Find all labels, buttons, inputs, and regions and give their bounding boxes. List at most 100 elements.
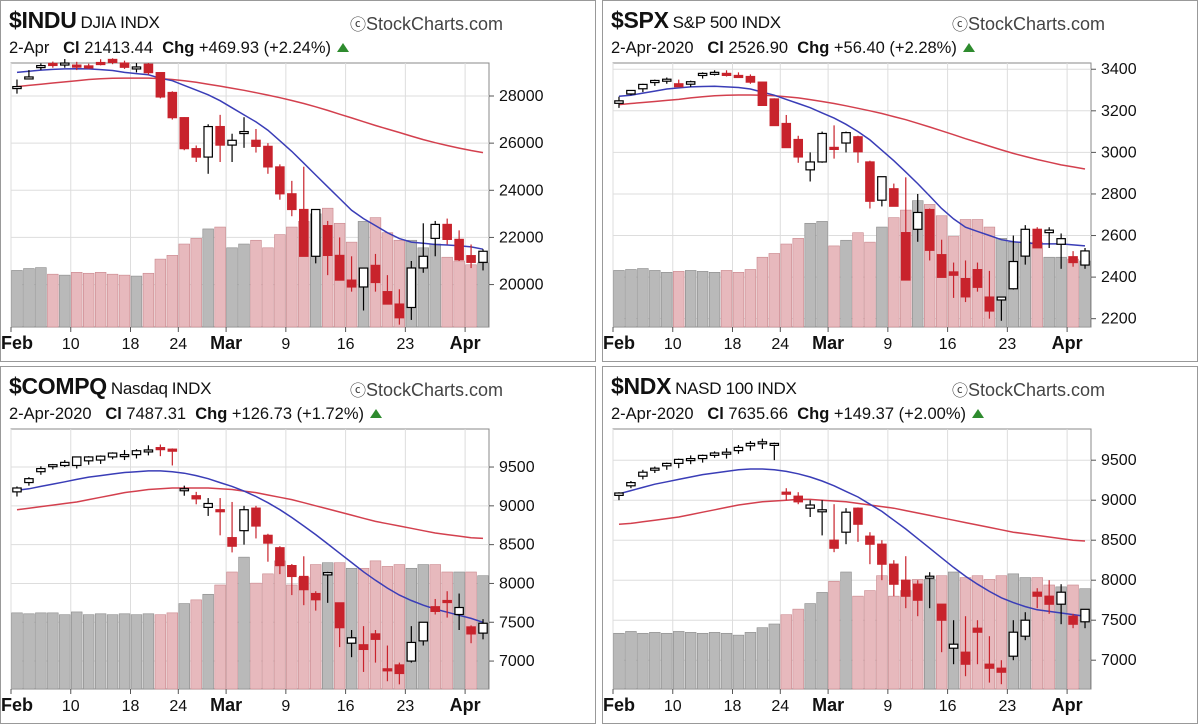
chart-panel-indu[interactable]: $INDU DJIA INDX ⓒStockCharts.com 2-Apr Cl 21… bbox=[0, 0, 596, 362]
chart-panel-compq[interactable]: $COMPQ Nasdaq INDX ⓒStockCharts.com 2-Apr-20… bbox=[0, 366, 596, 724]
candlestick bbox=[478, 249, 488, 271]
candlestick bbox=[924, 572, 935, 609]
up-arrow-icon bbox=[972, 409, 985, 418]
volume-bar bbox=[720, 270, 733, 328]
candle-body bbox=[179, 488, 190, 492]
candlestick bbox=[972, 620, 983, 665]
candlestick bbox=[382, 275, 393, 305]
y-tick-label: 3000 bbox=[1101, 144, 1137, 161]
price-chart-svg[interactable]: 2200 2400 2600 2800 3000 3200 3400 Feb 10 18 24 Mar… bbox=[603, 1, 1197, 361]
candlestick bbox=[442, 218, 452, 245]
volume-bar bbox=[214, 226, 226, 328]
price-chart-svg[interactable]: 7000 7500 8000 8500 9000 9500 Feb 10 18 24 Mar 9 16 2… bbox=[603, 367, 1197, 723]
volume-bar bbox=[780, 243, 792, 328]
candlestick bbox=[430, 598, 441, 615]
chart-header: $NDX NASD 100 INDX ⓒStockCharts.com 2-Apr-20… bbox=[603, 367, 1197, 427]
volume-bar bbox=[613, 270, 625, 328]
x-tick-label: 18 bbox=[122, 336, 140, 353]
chart-panel-ndx[interactable]: $NDX NASD 100 INDX ⓒStockCharts.com 2-Apr-20… bbox=[602, 366, 1198, 724]
candlestick bbox=[769, 442, 780, 461]
candlestick bbox=[1068, 613, 1078, 629]
candle-body bbox=[310, 592, 321, 601]
candlestick bbox=[155, 72, 166, 99]
x-axis: Feb 10 18 24 Mar 9 16 23 Apr bbox=[1, 689, 481, 715]
x-tick-label: Apr bbox=[450, 333, 481, 353]
candlestick bbox=[1080, 248, 1090, 269]
candlestick bbox=[1056, 233, 1066, 269]
quote-date: 2-Apr bbox=[9, 39, 50, 57]
candlestick bbox=[298, 166, 309, 257]
candlestick bbox=[107, 452, 118, 460]
candlestick bbox=[661, 77, 672, 84]
volume-bar bbox=[321, 562, 334, 690]
volume-bar bbox=[130, 275, 143, 328]
quote-line: 2-Apr-2020 Cl 7635.66 Chg +149.37 (+2.00… bbox=[611, 405, 985, 424]
candle-body bbox=[889, 563, 899, 585]
symbol: $SPX bbox=[611, 7, 669, 33]
volume-bar bbox=[816, 592, 828, 690]
volume-bar bbox=[816, 221, 828, 328]
volume-bar bbox=[441, 571, 453, 690]
candlestick bbox=[709, 70, 720, 76]
candle-body bbox=[697, 72, 708, 77]
volume-bar bbox=[1031, 241, 1043, 328]
candlestick bbox=[382, 645, 393, 682]
y-tick-label: 2600 bbox=[1101, 228, 1137, 245]
x-tick-label: 9 bbox=[281, 698, 290, 715]
candlestick bbox=[1032, 588, 1043, 609]
brand-label: StockCharts.com bbox=[365, 14, 503, 34]
candle-body bbox=[1032, 228, 1043, 249]
candlestick bbox=[685, 80, 696, 87]
candlestick bbox=[1044, 580, 1054, 614]
volume-bar bbox=[11, 612, 23, 690]
candle-body bbox=[59, 62, 70, 66]
volume-bar bbox=[82, 614, 95, 690]
candlestick bbox=[1020, 612, 1031, 641]
candle-body bbox=[626, 89, 636, 95]
candle-body bbox=[984, 663, 995, 669]
candle-body bbox=[1068, 256, 1078, 264]
volume-bar bbox=[696, 632, 709, 690]
candle-body bbox=[721, 451, 732, 455]
candlestick bbox=[370, 253, 381, 292]
candle-body bbox=[334, 602, 345, 629]
candlestick bbox=[769, 98, 780, 127]
volume-bar bbox=[1079, 260, 1091, 328]
volume-bar bbox=[393, 564, 406, 690]
candlestick bbox=[877, 540, 887, 581]
candle-body bbox=[769, 98, 780, 127]
volume-bar bbox=[864, 590, 876, 690]
volume-bar bbox=[708, 272, 721, 328]
moving-average-fast-line bbox=[618, 85, 1086, 247]
volume-bar bbox=[94, 613, 107, 690]
candlestick bbox=[310, 208, 321, 264]
candle-body bbox=[841, 132, 851, 144]
close-value: 7635.66 bbox=[728, 405, 789, 423]
candle-body bbox=[853, 136, 863, 153]
candlestick bbox=[215, 114, 225, 162]
candle-body bbox=[841, 511, 851, 533]
volume-bar bbox=[888, 595, 900, 690]
y-axis: 7000 7500 8000 8500 9000 9500 bbox=[1091, 452, 1137, 669]
index-name: NASD 100 bbox=[675, 379, 754, 398]
candle-body bbox=[626, 481, 636, 487]
candlestick bbox=[685, 455, 696, 465]
candle-body bbox=[394, 303, 405, 319]
y-tick-label: 9500 bbox=[1101, 452, 1137, 469]
x-tick-label: 9 bbox=[883, 336, 892, 353]
candle-body bbox=[793, 495, 804, 503]
candle-body bbox=[263, 145, 273, 168]
candle-body bbox=[12, 85, 22, 90]
chart-panel-spx[interactable]: $SPX S&P 500 INDX ⓒStockCharts.com 2-Apr-202… bbox=[602, 0, 1198, 362]
candlestick bbox=[889, 560, 899, 597]
volume-bar bbox=[35, 612, 47, 690]
price-chart-svg[interactable]: 20000 22000 24000 26000 28000 Feb 10 18 24 Mar 9 16… bbox=[1, 1, 595, 361]
candle-body bbox=[924, 575, 935, 579]
volume-bar bbox=[142, 613, 155, 690]
quote-date: 2-Apr-2020 bbox=[9, 405, 92, 423]
candle-body bbox=[298, 575, 309, 591]
chart-header: $INDU DJIA INDX ⓒStockCharts.com 2-Apr Cl 21… bbox=[1, 1, 595, 61]
symbol-title: $COMPQ Nasdaq INDX bbox=[9, 373, 211, 400]
volume-bar bbox=[792, 238, 804, 328]
price-chart-svg[interactable]: 7000 7500 8000 8500 9000 9500 Feb 10 18 24 Mar 9 16 2… bbox=[1, 367, 595, 723]
